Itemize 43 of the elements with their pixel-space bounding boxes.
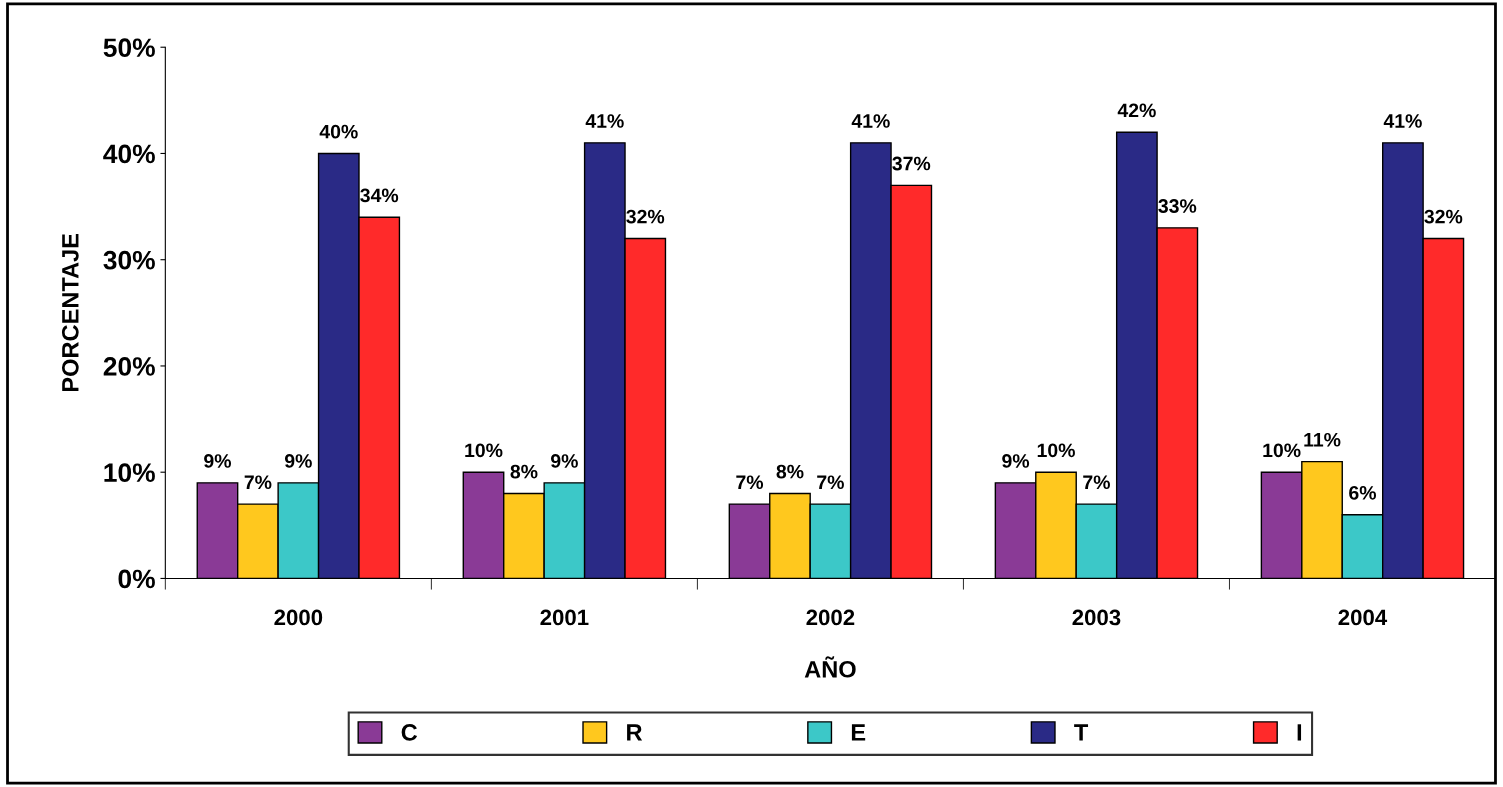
- x-tick-label: 2002: [806, 609, 855, 626]
- data-label: 42%: [1117, 103, 1156, 118]
- data-label: 40%: [319, 124, 358, 139]
- data-label: 10%: [465, 443, 503, 458]
- x-tick-label: 2000: [274, 609, 323, 626]
- data-label: 7%: [244, 475, 272, 490]
- legend-label: T: [1074, 724, 1089, 741]
- data-label: 41%: [585, 114, 624, 128]
- data-label: 7%: [736, 475, 764, 490]
- x-tick-label: 2003: [1072, 609, 1121, 626]
- data-label: 9%: [204, 454, 232, 468]
- data-label: 34%: [360, 188, 399, 203]
- x-tick-label: 2004: [1338, 609, 1388, 626]
- data-label: 10%: [1037, 443, 1075, 458]
- data-label: 9%: [551, 454, 578, 468]
- legend-label: E: [851, 724, 866, 741]
- data-label: 7%: [817, 475, 844, 490]
- data-label: 8%: [776, 464, 804, 479]
- y-tick-label: 20%: [103, 357, 155, 376]
- y-tick-label: 50%: [103, 38, 155, 58]
- legend-label: I: [1297, 724, 1302, 741]
- data-label: 32%: [1424, 209, 1463, 224]
- data-label: 11%: [1304, 432, 1341, 447]
- data-label: 33%: [1158, 199, 1197, 213]
- y-tick-label: 10%: [104, 463, 155, 483]
- data-label: 41%: [851, 114, 890, 128]
- y-axis-title: PORCENTAJE: [61, 233, 79, 392]
- data-label: 32%: [626, 209, 665, 224]
- data-label: 37%: [892, 156, 931, 171]
- data-label: 6%: [1349, 485, 1377, 500]
- legend-label: C: [401, 724, 418, 741]
- data-label: 7%: [1083, 475, 1110, 490]
- x-axis-title: AÑO: [804, 656, 856, 678]
- y-tick-label: 30%: [103, 250, 155, 270]
- x-tick-label: 2001: [540, 609, 589, 626]
- data-label: 10%: [1263, 443, 1301, 458]
- legend-label: R: [627, 724, 643, 741]
- y-tick-label: 40%: [103, 144, 155, 164]
- data-label: 9%: [1002, 454, 1030, 468]
- data-label: 8%: [510, 464, 538, 479]
- data-label: 41%: [1383, 114, 1422, 128]
- y-tick-label: 0%: [118, 569, 155, 589]
- data-label: 9%: [284, 454, 312, 468]
